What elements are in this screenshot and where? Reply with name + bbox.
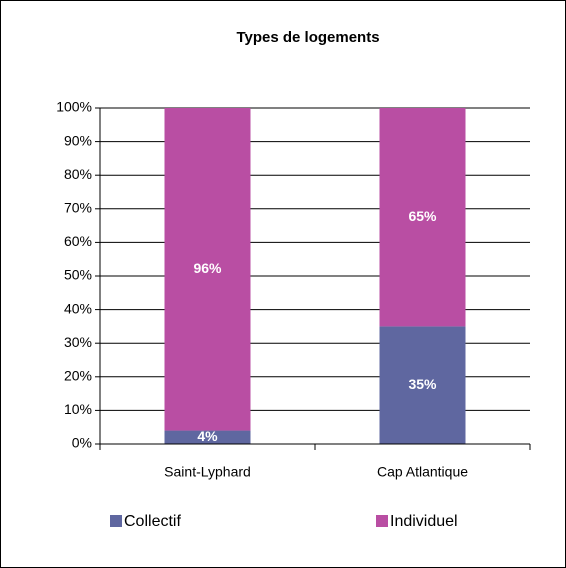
legend-label: Collectif xyxy=(124,513,181,530)
y-tick-label: 20% xyxy=(64,368,92,384)
bar-segment xyxy=(164,430,251,444)
y-tick-label: 50% xyxy=(64,267,92,283)
chart-title: Types de logements xyxy=(236,29,379,46)
value-label: 65% xyxy=(408,208,437,224)
x-tick-label: Saint-Lyphard xyxy=(164,464,251,480)
x-tick-label: Cap Atlantique xyxy=(377,464,468,480)
legend-label: Individuel xyxy=(390,513,458,530)
bar-segment xyxy=(379,326,466,444)
y-tick-label: 80% xyxy=(64,166,92,182)
legend-swatch xyxy=(376,515,388,527)
value-label: 4% xyxy=(197,428,218,444)
y-tick-label: 0% xyxy=(72,435,92,451)
y-tick-label: 70% xyxy=(64,200,92,216)
y-tick-label: 10% xyxy=(64,401,92,417)
value-label: 96% xyxy=(193,260,222,276)
y-tick-label: 30% xyxy=(64,334,92,350)
bar-segment xyxy=(379,108,466,327)
y-tick-label: 100% xyxy=(56,99,92,115)
bar-segment xyxy=(164,108,251,431)
legend-swatch xyxy=(110,515,122,527)
y-tick-label: 40% xyxy=(64,300,92,316)
y-tick-label: 90% xyxy=(64,132,92,148)
value-label: 35% xyxy=(408,376,437,392)
y-tick-label: 60% xyxy=(64,233,92,249)
